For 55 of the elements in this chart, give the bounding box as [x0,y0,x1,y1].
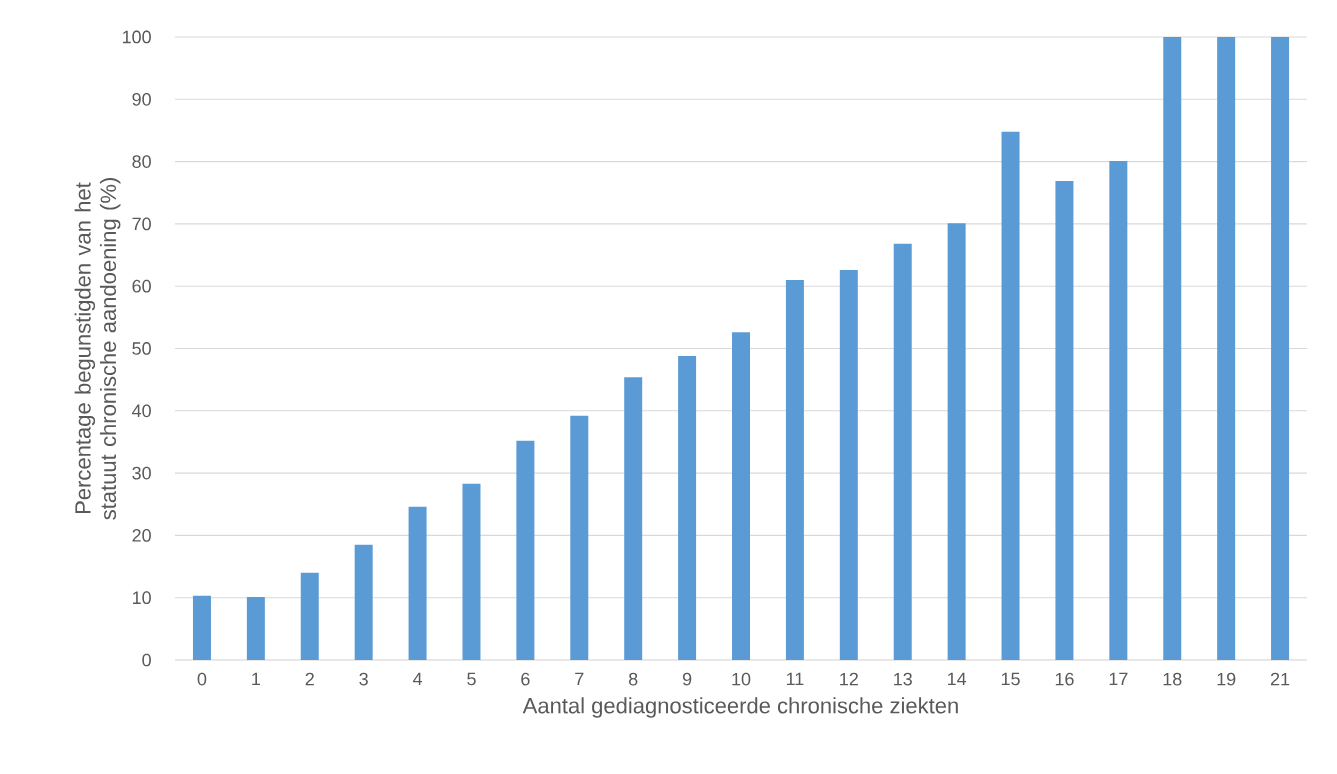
x-tick-label: 11 [786,672,804,686]
x-tick-label: 9 [682,672,692,686]
y-tick-label: 100 [122,30,151,44]
bar [570,415,589,660]
bar [300,572,319,660]
bar [408,506,427,660]
bar [354,544,373,660]
y-tick-label: 20 [132,529,151,542]
y-tick-label: 60 [132,279,151,293]
y-tick-label: 80 [132,155,151,168]
x-tick-label: 2 [305,672,314,686]
bar [839,270,858,660]
x-tick-label: 15 [1001,672,1020,686]
x-tick-label: 1 [252,672,260,686]
y-tick-label: 70 [132,217,151,231]
x-tick-label: 14 [948,672,967,686]
x-tick-label: 16 [1055,672,1074,686]
bar [1163,36,1182,660]
bar [462,483,481,660]
bar [732,332,751,660]
y-tick-label: 10 [132,591,151,605]
x-tick-label: 5 [467,672,476,686]
x-tick-label: 3 [359,672,368,686]
y-tick-label: 30 [132,466,151,480]
bar [246,597,265,660]
x-tick-label: 6 [521,672,530,686]
bar [1217,36,1236,660]
x-tick-label: 18 [1163,672,1182,686]
x-tick-label: 21 [1270,672,1290,686]
x-tick-label: 12 [840,672,858,686]
y-tick-label: 0 [142,653,151,667]
bar [1055,180,1074,660]
x-tick-label: 17 [1109,672,1128,686]
bar [192,595,211,660]
x-tick-label: 4 [412,672,423,686]
x-tick-label: 0 [197,672,207,686]
x-tick-label: 13 [894,672,912,686]
bar [947,223,966,660]
x-axis-title: Aantal gediagnosticeerde chronische ziekten [522,697,958,718]
x-tick-label: 19 [1217,672,1236,686]
bar [624,377,643,660]
bar [785,279,804,660]
bar [516,440,535,660]
bar [893,243,912,660]
y-tick-label: 90 [132,92,151,106]
y-axis-title: Percentage begunstigden van het statuut chronische aandoening (%) [74,178,121,520]
bar [678,355,697,660]
bar [1109,160,1128,660]
y-tick-label: 40 [132,404,151,418]
bar [1271,36,1290,660]
x-tick-label: 7 [575,672,584,686]
y-tick-label: 50 [132,342,151,355]
x-tick-label: 10 [732,672,751,686]
bar [1001,131,1020,660]
x-tick-label: 8 [628,672,638,686]
